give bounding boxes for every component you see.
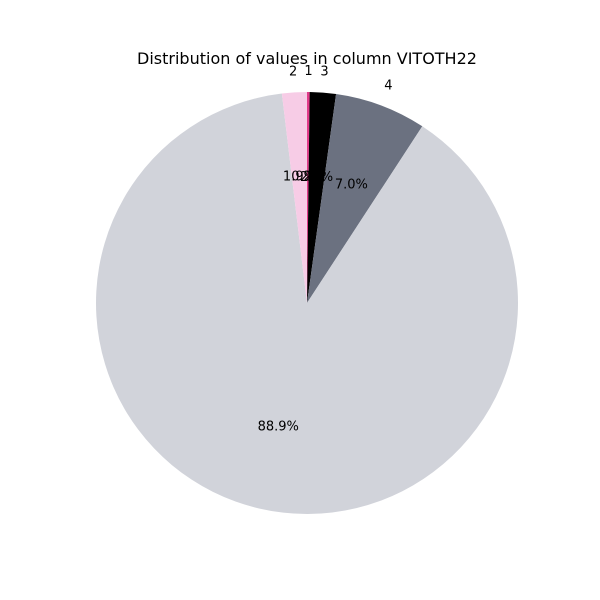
pie-slice-3 [307, 92, 337, 303]
chart-title: Distribution of values in column VITOTH2… [137, 49, 477, 68]
slice-percent-1: 0.2% [291, 169, 324, 184]
pie-slices [95, 92, 518, 514]
pie-slice-1 [307, 92, 310, 303]
slice-percent-unlabeled-3: 88.9% [258, 419, 299, 434]
slice-label-3: 3 [320, 65, 328, 80]
slice-percent-3: 2.0% [300, 170, 333, 185]
pie-slice-unlabeled-3 [95, 93, 518, 514]
pie-labels: 1 0.2% 3 2.0% 4 7.0% 88.9% 2 1.9% [258, 64, 393, 434]
pie-slice-4 [307, 94, 423, 304]
slice-percent-2: 1.9% [283, 170, 316, 185]
slice-label-2: 2 [289, 64, 297, 79]
slice-label-1: 1 [304, 64, 312, 79]
slice-percent-4: 7.0% [335, 177, 368, 192]
pie-slice-2 [281, 92, 307, 303]
slice-label-4: 4 [384, 79, 392, 94]
